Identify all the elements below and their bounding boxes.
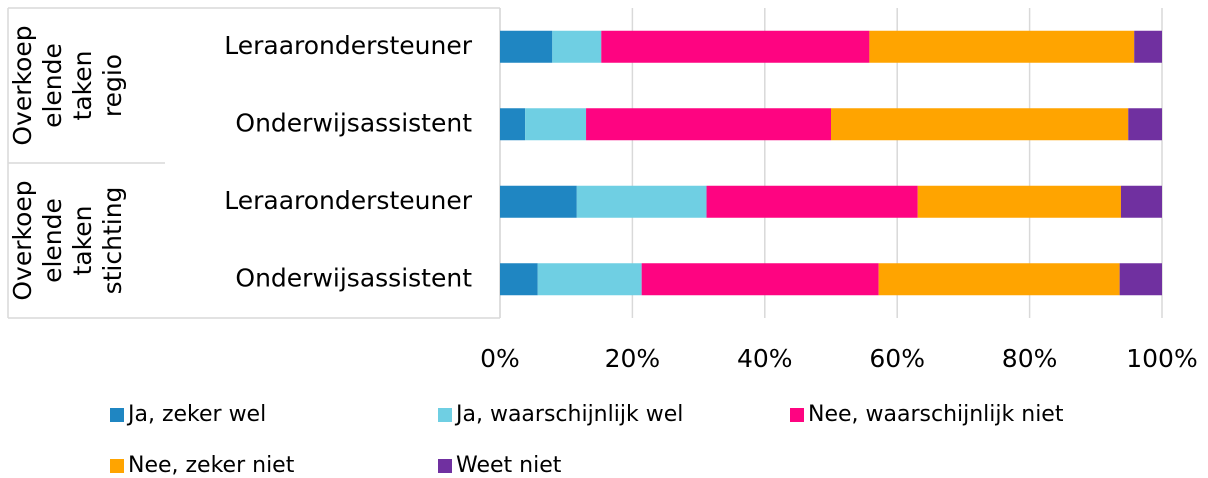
x-tick-label: 80% [1002, 344, 1058, 373]
group-label: Overkoep [8, 25, 37, 145]
bar-segment [576, 185, 707, 218]
bar-segment [1119, 263, 1162, 296]
x-tick-label: 20% [605, 344, 661, 373]
x-tick-label: 100% [1126, 344, 1197, 373]
group-label: taken [68, 206, 97, 276]
bar-segment [1120, 185, 1162, 218]
bar-segment [552, 30, 602, 63]
bar-segment [601, 30, 870, 63]
group-label: stichting [98, 187, 127, 295]
legend-swatch [110, 408, 124, 422]
bar-segment [1128, 108, 1162, 141]
bar-segment [586, 108, 831, 141]
x-tick-label: 40% [737, 344, 793, 373]
bar-segment [641, 263, 879, 296]
bar-segment [500, 263, 538, 296]
bar-segment [500, 108, 526, 141]
group-label: taken [68, 51, 97, 121]
legend-swatch [110, 459, 124, 473]
group-label: elende [38, 43, 67, 128]
bar-segment [1134, 30, 1162, 63]
y-tick-label: Onderwijsassistent [235, 263, 472, 292]
x-tick-label: 0% [480, 344, 520, 373]
legend-label: Nee, waarschijnlijk niet [808, 402, 1064, 427]
group-label: elende [38, 198, 67, 283]
bar-segment [831, 108, 1129, 141]
x-tick-label: 60% [869, 344, 925, 373]
legend-swatch [438, 408, 452, 422]
legend-label: Ja, waarschijnlijk wel [454, 402, 683, 427]
legend-label: Weet niet [456, 453, 562, 478]
bar-segment [500, 30, 553, 63]
legend-label: Ja, zeker wel [126, 402, 266, 427]
bar-segment [500, 185, 577, 218]
bar-segment [537, 263, 642, 296]
legend-swatch [438, 459, 452, 473]
bar-segment [917, 185, 1121, 218]
bar-segment [869, 30, 1135, 63]
y-tick-label: Leraarondersteuner [224, 31, 472, 60]
y-tick-label: Leraarondersteuner [224, 186, 472, 215]
group-label: Overkoep [8, 180, 37, 300]
group-label: regio [98, 54, 127, 117]
bar-segment [706, 185, 918, 218]
legend-swatch [790, 408, 804, 422]
legend-label: Nee, zeker niet [128, 453, 295, 478]
bar-segment [878, 263, 1120, 296]
bar-segment [525, 108, 587, 141]
y-tick-label: Onderwijsassistent [235, 108, 472, 137]
